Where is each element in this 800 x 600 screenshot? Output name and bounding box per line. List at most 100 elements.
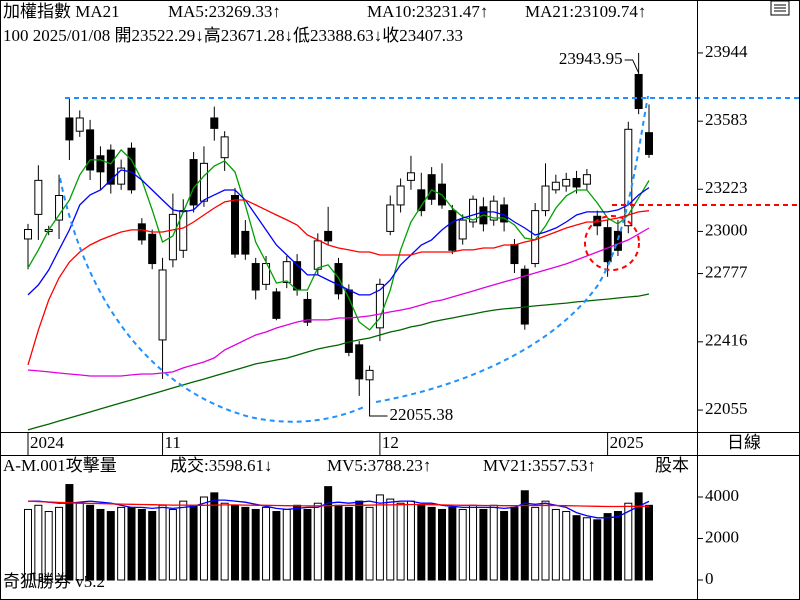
volume-bar bbox=[562, 511, 571, 581]
y-tick-label: 23000 bbox=[705, 220, 748, 239]
price-title: 加權指數 MA21 bbox=[3, 2, 120, 21]
volume-bar bbox=[44, 511, 53, 581]
volume-bar bbox=[551, 508, 560, 581]
candle-body bbox=[75, 117, 84, 132]
candle-body bbox=[551, 181, 560, 191]
volume-bar bbox=[34, 504, 43, 581]
y-tick-label: 2000 bbox=[705, 527, 739, 546]
candle-body bbox=[510, 244, 519, 265]
candle-body bbox=[469, 198, 478, 223]
volume-bar bbox=[417, 504, 426, 581]
volume-bar bbox=[96, 508, 105, 581]
candle-body bbox=[231, 194, 239, 255]
volume-bar bbox=[645, 504, 653, 581]
candle-body bbox=[406, 172, 415, 181]
volume-bar bbox=[127, 506, 136, 581]
candle-body bbox=[572, 177, 581, 188]
volume-bar bbox=[75, 502, 84, 581]
candle-body bbox=[603, 227, 612, 263]
low-annotation: 22055.38 bbox=[390, 405, 454, 424]
y-tick-label: 22416 bbox=[705, 331, 748, 350]
x-tick-label: 11 bbox=[165, 433, 181, 452]
legend-entry: 成交:3598.61↓ bbox=[170, 456, 272, 475]
candle-body bbox=[168, 213, 177, 261]
candle-body bbox=[396, 185, 405, 206]
volume-bar bbox=[531, 506, 540, 581]
candle-body bbox=[86, 129, 95, 171]
candle-body bbox=[386, 204, 395, 232]
legend-entry: 股本 bbox=[655, 456, 689, 475]
candle-body bbox=[272, 291, 281, 319]
volume-bar bbox=[313, 502, 322, 581]
volume-bar bbox=[272, 511, 281, 581]
candle-body bbox=[645, 132, 653, 155]
volume-bar bbox=[396, 502, 405, 581]
volume-bar bbox=[520, 490, 529, 581]
legend-entry: MA21:23109.74↑ bbox=[525, 2, 646, 21]
candle-body bbox=[220, 136, 229, 159]
volume-bar bbox=[137, 508, 146, 581]
volume-bar bbox=[500, 511, 509, 581]
volume-bar bbox=[262, 506, 271, 581]
candle-body bbox=[582, 174, 591, 185]
volume-bar bbox=[438, 508, 446, 581]
volume-bar bbox=[375, 494, 384, 581]
volume-bar bbox=[448, 506, 457, 581]
volume-bar bbox=[293, 504, 302, 581]
candle-body bbox=[65, 117, 74, 141]
volume-bar bbox=[582, 517, 591, 581]
candle-body bbox=[34, 179, 43, 215]
volume-bar bbox=[344, 506, 353, 581]
candle-body bbox=[365, 369, 374, 381]
x-tick-label: 2025 bbox=[610, 433, 644, 452]
x-tick-label: 2024 bbox=[30, 433, 65, 452]
candle-body bbox=[624, 128, 633, 227]
candle-body bbox=[562, 178, 571, 187]
y-tick-label: 23944 bbox=[705, 42, 748, 61]
candle-body bbox=[117, 167, 126, 185]
period-label: 日線 bbox=[727, 433, 761, 452]
candle-body bbox=[634, 73, 643, 110]
candle-body bbox=[24, 229, 32, 240]
volume-bar bbox=[168, 508, 177, 581]
indicator-line bbox=[27, 500, 650, 508]
candle-body bbox=[458, 219, 467, 240]
x-tick-label: 12 bbox=[382, 433, 399, 452]
dashed-curve bbox=[59, 177, 367, 423]
volume-bar bbox=[210, 492, 219, 581]
candle-body bbox=[251, 263, 260, 291]
candle-body bbox=[282, 261, 291, 283]
volume-bar bbox=[479, 508, 488, 581]
dashed-circle bbox=[584, 215, 640, 271]
indicator-line bbox=[28, 499, 650, 519]
drawings bbox=[59, 95, 800, 423]
candle-body bbox=[448, 210, 457, 251]
indicator-line bbox=[27, 293, 650, 431]
candle-body bbox=[293, 261, 302, 291]
volume-bar bbox=[406, 500, 415, 581]
y-tick-label: 4000 bbox=[705, 486, 739, 505]
candle-body bbox=[541, 185, 550, 212]
candle-body bbox=[106, 149, 115, 185]
volume-bar bbox=[624, 502, 633, 581]
volume-bar bbox=[603, 513, 612, 581]
candle-body bbox=[241, 230, 250, 255]
y-tick-label: 23583 bbox=[705, 110, 748, 129]
indicator-line bbox=[27, 199, 650, 366]
volume-bar bbox=[365, 506, 374, 581]
annotation-leader bbox=[369, 397, 388, 417]
volume-bar bbox=[158, 504, 167, 581]
volume-bar bbox=[106, 511, 115, 581]
dashed-curve bbox=[375, 95, 649, 403]
legend-entry: MV21:3557.53↑ bbox=[483, 456, 596, 475]
candle-body bbox=[96, 155, 105, 173]
volume-bar bbox=[65, 484, 74, 581]
volume-bar bbox=[572, 515, 581, 581]
candle-body bbox=[189, 159, 198, 206]
volume-bar bbox=[334, 504, 343, 581]
y-tick-label: 22777 bbox=[705, 262, 748, 281]
candle-body bbox=[127, 147, 136, 191]
candle-body bbox=[199, 162, 208, 202]
